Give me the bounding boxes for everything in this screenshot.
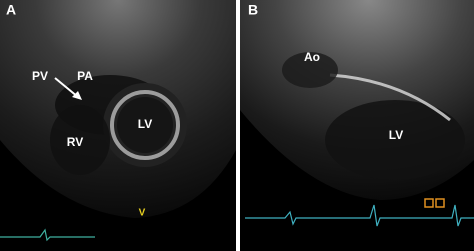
annotation: PV xyxy=(32,69,48,83)
ventricle-cavity xyxy=(117,97,173,153)
septum-echo xyxy=(329,73,451,122)
icon xyxy=(435,198,445,208)
arrow xyxy=(54,77,79,98)
lv-cavity xyxy=(325,100,465,180)
annotation: RV xyxy=(67,135,83,149)
annotation: LV xyxy=(138,117,152,131)
annotation: PA xyxy=(77,69,93,83)
ventricle-ring xyxy=(110,90,180,160)
ecg-trace xyxy=(245,204,474,227)
ecg-trace xyxy=(0,228,95,242)
panel-label: B xyxy=(248,2,258,18)
arrow-head xyxy=(72,91,82,100)
annotation: Ao xyxy=(304,50,320,64)
panel-a: A PV PA RV LV V xyxy=(0,0,236,251)
icon xyxy=(424,198,434,208)
marker: V xyxy=(139,208,146,219)
aorta xyxy=(282,52,338,88)
panel-b: B Ao LV xyxy=(240,0,474,251)
rv-cavity xyxy=(50,105,110,175)
annotation: LV xyxy=(389,128,403,142)
panel-label: A xyxy=(6,2,16,18)
